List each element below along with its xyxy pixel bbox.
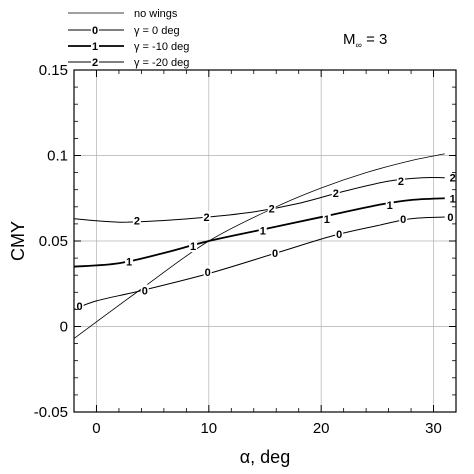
series-marker-bg bbox=[385, 199, 394, 212]
series-marker-1: 1 bbox=[450, 193, 456, 205]
y-tick-label: -0.05 bbox=[34, 404, 68, 421]
series-marker-bg bbox=[140, 284, 149, 297]
x-tick-label: 20 bbox=[313, 420, 330, 437]
series-marker-2: 2 bbox=[134, 215, 140, 227]
series-marker-1: 1 bbox=[190, 241, 196, 253]
y-tick-label: 0.1 bbox=[47, 148, 68, 165]
x-tick-label: 30 bbox=[425, 420, 442, 437]
series-marker-0: 0 bbox=[205, 267, 211, 279]
y-axis-label: CMY bbox=[8, 221, 28, 261]
series-marker-0: 0 bbox=[336, 229, 342, 241]
series-marker-bg bbox=[331, 187, 340, 200]
series-marker-1: 1 bbox=[324, 214, 330, 226]
legend-marker: 1 bbox=[92, 41, 98, 53]
series-marker-bg bbox=[448, 192, 457, 205]
legend: no wings 0 γ = 0 deg 1 γ = -10 deg 2 γ = -20 d… bbox=[68, 8, 189, 69]
series-marker-bg bbox=[322, 212, 331, 225]
series-marker-bg bbox=[75, 299, 84, 312]
legend-label-no-wings: no wings bbox=[134, 8, 178, 20]
x-tick-label: 10 bbox=[200, 420, 217, 437]
x-axis-label: α, deg bbox=[240, 447, 290, 467]
series-marker-bg bbox=[399, 212, 408, 225]
series-marker-2: 2 bbox=[398, 176, 404, 188]
series-marker-bg bbox=[446, 211, 455, 224]
legend-label-1: γ = -10 deg bbox=[134, 41, 189, 53]
series-marker-1: 1 bbox=[260, 226, 266, 238]
legend-label-2: γ = -20 deg bbox=[134, 57, 189, 69]
series-marker-bg bbox=[189, 240, 198, 253]
mach-prefix: M bbox=[343, 31, 356, 48]
series-marker-bg bbox=[132, 214, 141, 227]
series-marker-bg bbox=[258, 224, 267, 237]
series-marker-0: 0 bbox=[77, 301, 83, 313]
series-marker-bg bbox=[203, 265, 212, 278]
legend-marker: 2 bbox=[92, 57, 98, 69]
series-lines bbox=[73, 153, 445, 339]
series-marker-0: 0 bbox=[142, 286, 148, 298]
series-marker-2: 2 bbox=[450, 173, 456, 185]
series-marker-bg bbox=[267, 202, 276, 215]
legend-marker-bg bbox=[91, 40, 99, 52]
series-marker-bg bbox=[335, 228, 344, 241]
series-line-2 bbox=[73, 176, 445, 223]
y-tick-label: 0 bbox=[60, 319, 68, 336]
legend-marker-bg bbox=[91, 24, 99, 36]
series-marker-2: 2 bbox=[204, 212, 210, 224]
mach-suffix: = 3 bbox=[362, 31, 387, 48]
series-marker-1: 1 bbox=[126, 257, 132, 269]
series-marker-0: 0 bbox=[400, 214, 406, 226]
legend-marker-bg bbox=[91, 56, 99, 68]
series-marker-0: 0 bbox=[272, 248, 278, 260]
series-marker-bg bbox=[271, 246, 280, 259]
y-tick-label: 0.05 bbox=[39, 233, 68, 250]
series-marker-bg bbox=[202, 211, 211, 224]
mach-annotation: M∞ = 3 bbox=[343, 31, 387, 50]
series-marker-2: 2 bbox=[269, 204, 275, 216]
series-marker-bg bbox=[448, 171, 457, 184]
series-marker-1: 1 bbox=[387, 200, 393, 212]
series-marker-0: 0 bbox=[447, 212, 453, 224]
legend-marker: 0 bbox=[92, 25, 98, 37]
legend-label-0: γ = 0 deg bbox=[134, 25, 180, 37]
mach-subscript: ∞ bbox=[356, 40, 362, 50]
series-marker-bg bbox=[125, 255, 134, 268]
series-marker-bg bbox=[396, 175, 405, 188]
x-tick-label: 0 bbox=[92, 420, 100, 437]
series-marker-2: 2 bbox=[333, 188, 339, 200]
y-tick-label: 0.15 bbox=[39, 62, 68, 79]
grid-lines bbox=[74, 69, 456, 413]
